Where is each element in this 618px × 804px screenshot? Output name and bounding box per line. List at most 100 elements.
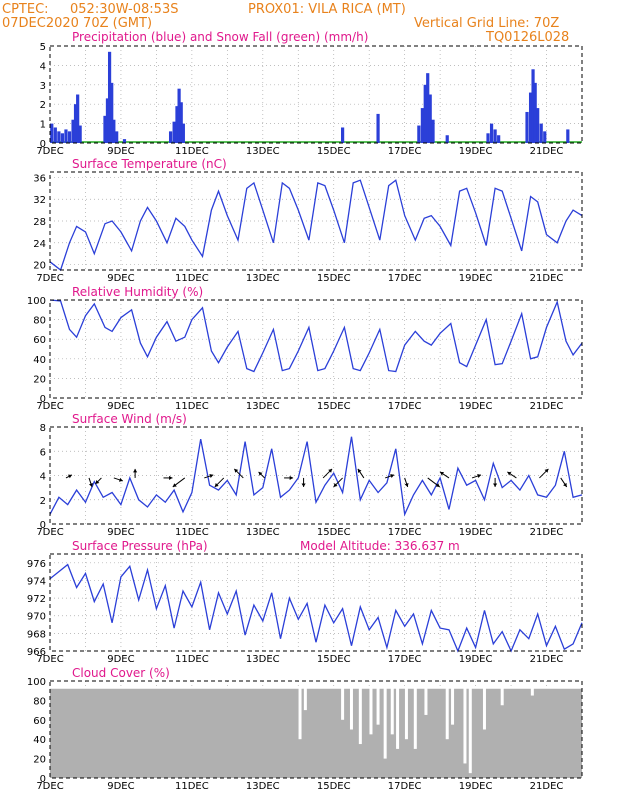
precipitation-bar — [566, 129, 570, 143]
wind-vector-head — [563, 482, 567, 487]
wind-y-tick: 6 — [40, 447, 46, 458]
cloud-cover-x-tick: 15DEC — [317, 781, 351, 792]
wind-vector-head — [67, 474, 72, 479]
cloud-cover-y-tick: 60 — [33, 716, 46, 727]
humidity-x-tick: 11DEC — [175, 401, 209, 412]
cloud-cover-x-tick: 13DEC — [246, 781, 280, 792]
cloud-cover-y-tick: 40 — [33, 735, 46, 746]
cloud-cover-title: Cloud Cover (%) — [72, 666, 170, 680]
precipitation-y-tick: 3 — [40, 81, 46, 92]
wind-x-tick: 19DEC — [459, 527, 493, 538]
precipitation-bar — [426, 73, 430, 143]
humidity-x-tick: 15DEC — [317, 401, 351, 412]
wind-vector-head — [209, 474, 214, 478]
humidity-series-line — [49, 299, 583, 373]
pressure-y-tick: 974 — [27, 576, 46, 587]
pressure-y-tick: 972 — [27, 594, 46, 605]
humidity-frame — [49, 299, 583, 399]
wind-vector-head — [493, 483, 498, 487]
temperature-y-tick: 36 — [33, 173, 46, 184]
humidity-x-tick: 7DEC — [36, 401, 63, 412]
precipitation-panel: 0 1 2 3 4 5 7DEC 9DEC 11DEC 13DEC 15DEC 17DEC 19DEC 2… — [36, 42, 583, 157]
wind-y-tick: 4 — [40, 472, 46, 483]
cloud-cover-dip — [376, 681, 380, 725]
temperature-x-tick: 9DEC — [107, 273, 134, 284]
pressure-series-line — [49, 563, 583, 653]
temperature-x-tick: 21DEC — [530, 273, 564, 284]
cloud-cover-dip — [413, 681, 417, 749]
precipitation-x-tick: 19DEC — [459, 146, 493, 157]
header-coordinates: 052:30W-08:53S — [70, 2, 178, 17]
header-location: PROX01: VILA RICA (MT) — [248, 2, 406, 17]
precipitation-y-tick: 4 — [40, 61, 46, 72]
cloud-cover-dip — [303, 681, 307, 711]
pressure-x-tick: 21DEC — [530, 654, 564, 665]
cloud-cover-dip — [396, 681, 400, 749]
humidity-y-tick: 40 — [33, 355, 46, 366]
wind-y-tick: 2 — [40, 496, 46, 507]
wind-vector-head — [95, 480, 100, 484]
wind-vector-head — [333, 483, 338, 487]
wind-vector-head — [214, 483, 219, 487]
cloud-cover-dip — [463, 681, 467, 764]
wind-vector-head — [258, 471, 263, 476]
precipitation-bar — [110, 82, 114, 143]
precipitation-bar — [172, 121, 176, 143]
cloud-cover-dip — [530, 681, 534, 696]
header-source: CPTEC: — [2, 2, 49, 17]
precipitation-bar — [71, 119, 75, 143]
humidity-x-tick: 17DEC — [388, 401, 422, 412]
wind-vector-head — [328, 468, 333, 473]
cloud-cover-fill — [50, 688, 582, 778]
precipitation-bar — [57, 131, 61, 143]
wind-x-tick: 11DEC — [175, 527, 209, 538]
precipitation-bar — [53, 127, 57, 143]
wind-frame — [49, 426, 583, 525]
precipitation-bar — [376, 113, 380, 143]
cloud-cover-frame — [49, 680, 583, 779]
temperature-title: Surface Temperature (nC) — [72, 157, 227, 171]
cloud-cover-y-tick: 20 — [33, 755, 46, 766]
wind-vector-head — [544, 468, 549, 473]
precipitation-x-tick: 9DEC — [107, 146, 134, 157]
precipitation-bar — [497, 135, 501, 143]
wind-vector-head — [404, 483, 409, 487]
cloud-cover-x-tick: 17DEC — [388, 781, 422, 792]
pressure-y-tick: 970 — [27, 612, 46, 623]
cloud-cover-x-tick: 11DEC — [175, 781, 209, 792]
precipitation-bar — [73, 104, 78, 143]
wind-vector-head — [435, 483, 440, 487]
temperature-y-tick: 20 — [33, 261, 46, 272]
wind-vector-head — [118, 477, 123, 482]
wind-vector-head — [507, 471, 512, 476]
precipitation-bar — [420, 108, 424, 143]
wind-vector-head — [440, 471, 444, 476]
pressure-x-tick: 7DEC — [36, 654, 63, 665]
pressure-x-tick: 9DEC — [107, 654, 134, 665]
temperature-y-tick: 28 — [33, 217, 46, 228]
wind-vector-head — [289, 475, 294, 480]
precipitation-bar — [431, 119, 435, 143]
precipitation-bar — [489, 123, 494, 143]
precipitation-y-tick: 2 — [40, 100, 46, 111]
cloud-cover-dip — [468, 681, 472, 774]
pressure-title: Surface Pressure (hPa) — [72, 539, 208, 553]
precipitation-bar — [539, 123, 543, 143]
precipitation-bar — [78, 125, 82, 143]
precipitation-y-tick: 5 — [40, 42, 46, 53]
precipitation-bar — [525, 111, 529, 143]
humidity-y-tick: 60 — [33, 335, 46, 346]
temperature-y-tick: 32 — [33, 195, 46, 206]
precipitation-bar — [168, 131, 173, 143]
wind-vector-head — [477, 474, 482, 478]
precipitation-bar — [107, 51, 112, 143]
precipitation-bar — [423, 84, 427, 143]
cloud-cover-x-tick: 19DEC — [459, 781, 493, 792]
temperature-panel: 20 24 28 32 36 7DEC 9DEC 11DEC 13DEC 15DEC 17DEC 19… — [33, 171, 583, 284]
cloud-cover-panel: 0 20 40 60 80 100 7DEC 9DEC 11DEC 13DEC 15DEC 17DEC… — [27, 677, 583, 792]
pressure-x-tick: 13DEC — [246, 654, 280, 665]
header-code: TQ0126L028 — [485, 30, 569, 45]
wind-vector-head — [390, 474, 395, 478]
precipitation-bar — [76, 94, 80, 143]
precipitation-bar — [122, 139, 127, 143]
